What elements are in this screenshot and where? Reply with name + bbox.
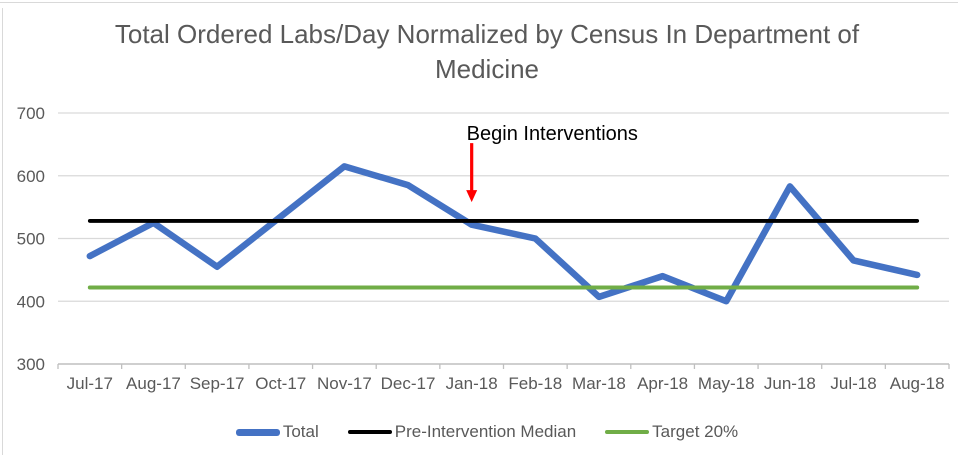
legend-item-total: Total [235, 422, 319, 442]
annotation-arrow-head [466, 190, 478, 203]
x-axis-tick-label: May-18 [698, 374, 755, 393]
legend-label-total: Total [282, 422, 319, 441]
y-axis-tick-label: 600 [17, 167, 45, 186]
x-axis-tick-label: Jun-18 [764, 374, 816, 393]
legend-label-pre-intervention-median: Pre-Intervention Median [394, 422, 577, 441]
legend-item-target-20: Target 20% [605, 422, 738, 442]
x-axis-tick-label: Aug-18 [890, 374, 945, 393]
x-axis-tick-label: Jul-18 [830, 374, 876, 393]
x-axis-tick-label: Jul-17 [67, 374, 113, 393]
y-axis-tick-label: 300 [17, 355, 45, 374]
chart-border-top [0, 2, 958, 4]
y-axis-tick-label: 500 [17, 230, 45, 249]
x-axis-tick-label: Dec-17 [381, 374, 436, 393]
legend-line-swatch-target-20 [605, 430, 650, 434]
chart-title: Total Ordered Labs/Day Normalized by Cen… [114, 19, 860, 84]
series-line-total [86, 163, 921, 305]
x-axis-tick-label: Apr-18 [637, 374, 688, 393]
chart-border-left [2, 8, 4, 455]
legend-item-pre-intervention-median: Pre-Intervention Median [347, 422, 577, 442]
legend-label-target-20: Target 20% [652, 422, 739, 441]
x-axis-tick-label: Oct-17 [255, 374, 306, 393]
legend-line-swatch-total [235, 428, 280, 436]
x-axis-tick-label: Feb-18 [508, 374, 562, 393]
legend-line-swatch-pre-intervention-median [347, 430, 392, 434]
y-axis-tick-label: 400 [17, 292, 45, 311]
x-axis-tick-label: Mar-18 [572, 374, 626, 393]
x-axis-tick-label: Jan-18 [446, 374, 498, 393]
annotation-begin-interventions: Begin Interventions [466, 123, 638, 145]
x-axis-tick-label: Sep-17 [190, 374, 245, 393]
y-axis-tick-label: 700 [17, 104, 45, 123]
x-axis-tick-label: Aug-17 [126, 374, 181, 393]
x-axis-tick-label: Nov-17 [317, 374, 372, 393]
chart-legend: Total Pre-Intervention Median Target 20% [0, 421, 974, 443]
